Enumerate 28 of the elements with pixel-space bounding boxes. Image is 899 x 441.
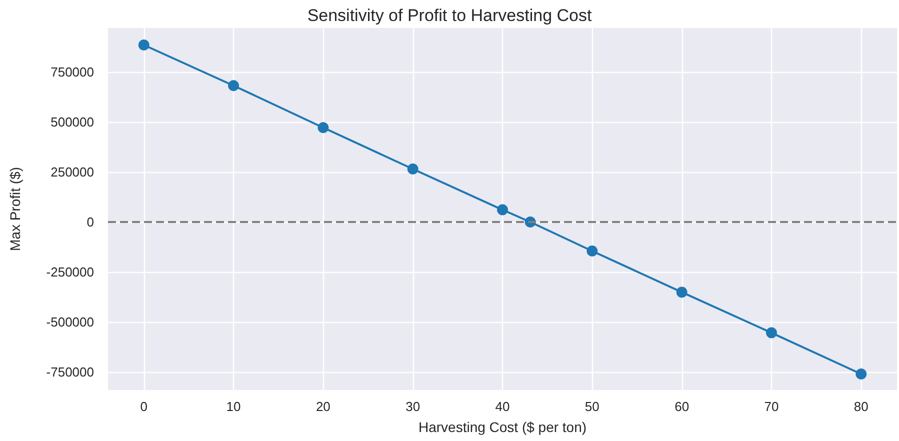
y-tick-label: -750000 (46, 364, 94, 380)
point (497, 204, 508, 216)
x-tick-label: 20 (316, 399, 330, 414)
y-axis-title: Max Profit ($) (7, 166, 23, 252)
x-axis-title: Harvesting Cost ($ per ton) (418, 419, 587, 435)
x-tick-label: 30 (406, 399, 420, 414)
point (766, 327, 777, 338)
x-tick-label: 60 (674, 399, 690, 414)
chart-title: Sensitivity of Profit to Harvesting Cost (307, 6, 592, 25)
point (407, 164, 418, 174)
point (586, 246, 598, 256)
point (318, 122, 329, 134)
x-tick-label: 50 (584, 399, 600, 414)
point (856, 368, 867, 380)
y-tick-label: -250000 (46, 264, 94, 280)
y-tick-label: -500000 (46, 314, 94, 330)
x-tick-label: 70 (764, 399, 779, 414)
y-tick-label: 750000 (50, 64, 94, 80)
x-tick-label: 0 (140, 399, 148, 414)
y-tick-label: 500000 (50, 114, 94, 130)
point (228, 80, 240, 92)
point (138, 40, 150, 50)
y-tick-label: 0 (86, 214, 94, 230)
x-tick-label: 40 (495, 399, 510, 414)
x-tick-label: 80 (854, 399, 868, 414)
y-tick-label: 250000 (50, 164, 94, 180)
x-tick-label: 10 (226, 399, 241, 414)
point (676, 286, 688, 298)
